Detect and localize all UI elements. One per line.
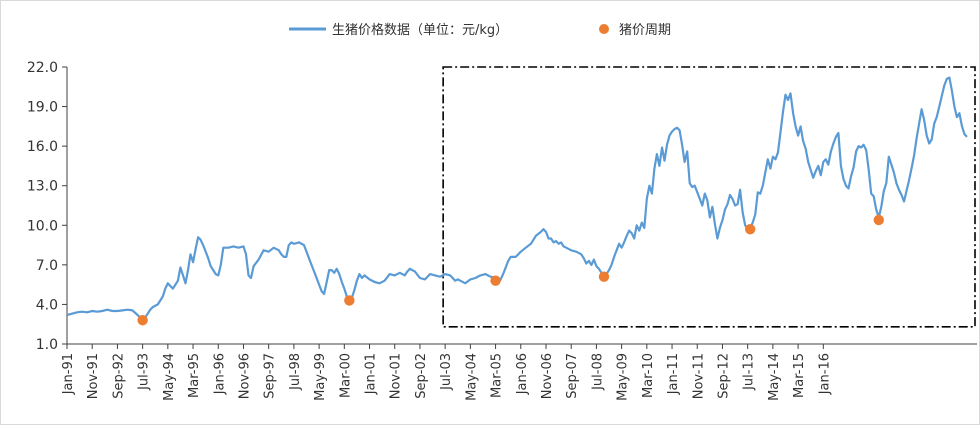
legend-dot-swatch <box>599 24 609 34</box>
x-tick-label: Sep-07 <box>565 353 580 399</box>
x-tick-label: Jan-11 <box>666 353 681 395</box>
x-tick-label: Jul-98 <box>288 353 303 391</box>
y-tick-label: 19.0 <box>27 100 58 116</box>
x-tick-label: Sep-92 <box>111 353 126 399</box>
legend-label-cycle: 猪价周期 <box>619 23 671 38</box>
x-tick-label: Mar-10 <box>641 353 656 398</box>
highlight-box <box>442 66 976 328</box>
x-tick-label: Nov-01 <box>389 353 404 399</box>
x-tick-label: May-99 <box>313 353 328 401</box>
x-tick-label: Nov-06 <box>540 353 555 399</box>
price-line <box>66 76 968 322</box>
y-tick-label: 4.0 <box>36 297 58 313</box>
x-axis: Jan-91 Nov-91 Sep-92 Jul-93 May-94 Mar-95 Jan-… <box>61 343 977 401</box>
cycle-point <box>873 214 884 226</box>
x-tick-label: Jul-08 <box>590 353 605 391</box>
x-tick-label: May-04 <box>464 353 479 401</box>
x-tick-label: Jan-16 <box>817 353 832 395</box>
x-tick-label: May-09 <box>616 353 631 401</box>
x-tick-label: Mar-05 <box>490 353 505 398</box>
x-tick-label: Sep-12 <box>716 353 731 399</box>
x-tick-label: Jan-91 <box>61 353 76 395</box>
x-tick-label: Jan-96 <box>212 353 227 395</box>
x-tick-label: May-14 <box>767 353 782 401</box>
x-tick-label: Mar-95 <box>187 353 202 398</box>
cycle-point <box>344 295 355 306</box>
legend-label-price: 生猪价格数据（单位：元/kg） <box>332 22 508 38</box>
x-tick-label: Jan-01 <box>364 353 379 395</box>
cycle-point <box>598 271 610 282</box>
highlight-box-group <box>442 66 976 328</box>
price-series <box>66 76 968 322</box>
legend: 生猪价格数据（单位：元/kg） 猪价周期 <box>289 22 671 38</box>
y-tick-label: 16.0 <box>27 139 58 155</box>
cycle-point <box>744 224 756 235</box>
y-tick-label: 1.0 <box>36 337 58 353</box>
x-tick-label: May-94 <box>162 353 177 401</box>
x-tick-label: Sep-97 <box>263 353 278 399</box>
x-tick-label: Nov-11 <box>691 353 706 399</box>
x-tick-label: Jul-93 <box>137 353 152 391</box>
x-tick-label: Jul-13 <box>742 353 757 391</box>
x-tick-label: Mar-15 <box>792 353 807 398</box>
y-tick-label: 22.0 <box>27 60 58 76</box>
y-tick-label: 7.0 <box>36 258 58 274</box>
cycle-points <box>137 214 884 326</box>
x-tick-label: Jul-03 <box>439 353 454 391</box>
x-tick-label: Jan-06 <box>515 353 530 395</box>
y-tick-label: 13.0 <box>27 179 58 195</box>
y-axis: 22.0 19.0 16.0 13.0 10.0 7.0 4.0 1.0 <box>27 60 68 353</box>
y-tick-label: 10.0 <box>27 218 58 234</box>
x-tick-label: Nov-96 <box>237 353 252 399</box>
x-tick-label: Nov-91 <box>86 353 101 399</box>
cycle-point <box>490 275 501 286</box>
x-tick-label: Sep-02 <box>414 353 429 399</box>
cycle-point <box>137 315 148 326</box>
x-tick-label: Mar-00 <box>338 353 353 398</box>
